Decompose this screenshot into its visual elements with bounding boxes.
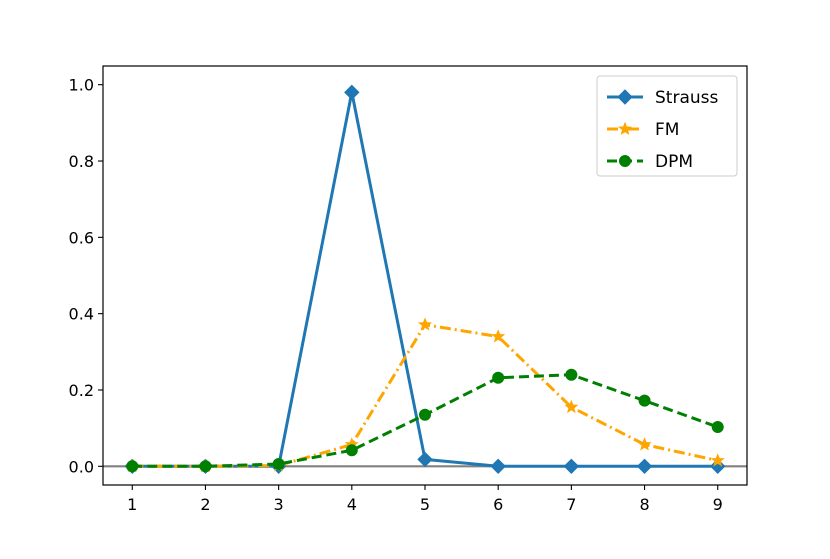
x-tick-label: 5 [420, 495, 430, 514]
data-point [419, 408, 431, 421]
data-point [491, 329, 506, 343]
legend-marker [617, 121, 633, 135]
data-point [417, 451, 433, 468]
data-point [417, 317, 433, 331]
data-point [565, 368, 578, 381]
data-point [126, 460, 139, 473]
data-point [344, 84, 360, 101]
x-tick-label: 6 [493, 495, 503, 514]
y-tick-label: 1.0 [69, 76, 94, 95]
y-tick-label: 0.6 [69, 228, 94, 247]
data-point [564, 399, 579, 414]
data-point [710, 458, 726, 475]
data-point [492, 371, 505, 384]
legend-marker [617, 89, 633, 105]
x-tick-label: 9 [713, 495, 723, 514]
data-point [563, 458, 580, 475]
data-point [490, 458, 506, 475]
x-tick-label: 2 [200, 495, 210, 514]
legend-box [596, 75, 738, 177]
x-tick-label: 7 [566, 495, 576, 514]
legend-entry-strauss: Strauss [607, 88, 718, 108]
data-point [636, 458, 653, 475]
y-tick-label: 0.0 [69, 457, 94, 476]
legend-label: FM [655, 120, 679, 140]
y-tick-label: 0.4 [69, 305, 94, 324]
data-point [199, 460, 212, 473]
y-tick-label: 0.8 [69, 152, 94, 171]
data-point [272, 458, 285, 471]
legend-entry-fm: FM [607, 120, 679, 140]
data-point [710, 453, 725, 467]
legend-entry-dpm: DPM [607, 152, 693, 172]
data-point [637, 437, 652, 451]
legend-marker [619, 155, 631, 167]
x-tick-label: 4 [347, 495, 357, 514]
x-tick-label: 1 [127, 495, 137, 514]
data-point [345, 444, 358, 457]
data-point [638, 394, 651, 407]
x-tick-label: 8 [639, 495, 649, 514]
legend-label: Strauss [655, 88, 718, 108]
series-fm [125, 317, 725, 473]
y-tick-label: 0.2 [69, 381, 94, 400]
x-tick-label: 3 [274, 495, 284, 514]
legend-label: DPM [655, 152, 693, 172]
data-point [711, 420, 724, 433]
series-dpm [126, 368, 724, 473]
